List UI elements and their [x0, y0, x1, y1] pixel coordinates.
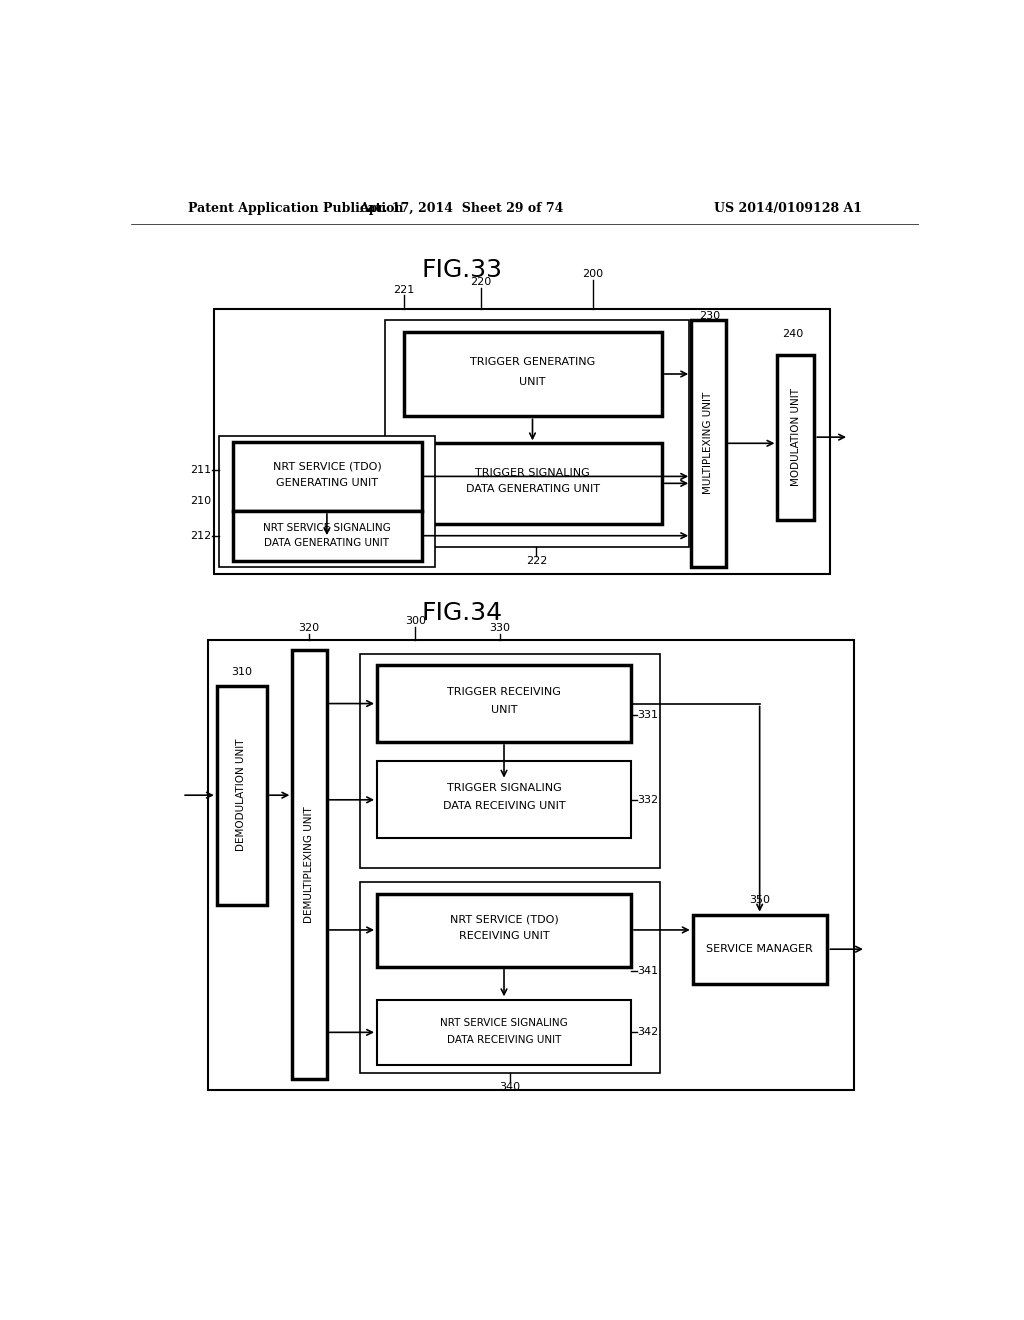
Bar: [377, 894, 631, 966]
Text: RECEIVING UNIT: RECEIVING UNIT: [459, 931, 549, 941]
Bar: [233, 442, 422, 511]
Bar: [691, 321, 726, 566]
Bar: [403, 444, 662, 524]
Text: UNIT: UNIT: [490, 705, 517, 714]
Bar: [403, 331, 662, 416]
Text: 341: 341: [637, 966, 658, 975]
Text: DATA GENERATING UNIT: DATA GENERATING UNIT: [264, 539, 389, 548]
Text: 212: 212: [190, 531, 211, 541]
Text: 310: 310: [231, 667, 252, 677]
Text: 230: 230: [698, 312, 720, 321]
Text: 300: 300: [404, 616, 426, 626]
Text: DATA RECEIVING UNIT: DATA RECEIVING UNIT: [442, 801, 565, 810]
Bar: [360, 653, 660, 867]
Bar: [217, 686, 267, 906]
Text: NRT SERVICE (TDO): NRT SERVICE (TDO): [450, 915, 558, 924]
Bar: [777, 355, 814, 520]
Text: 342: 342: [637, 1027, 658, 1038]
Text: 330: 330: [489, 623, 511, 634]
Text: FIG.34: FIG.34: [421, 601, 502, 624]
Text: DEMODULATION UNIT: DEMODULATION UNIT: [237, 739, 247, 851]
Text: Apr. 17, 2014  Sheet 29 of 74: Apr. 17, 2014 Sheet 29 of 74: [359, 202, 564, 215]
Text: NRT SERVICE (TDO): NRT SERVICE (TDO): [272, 462, 381, 471]
Bar: [233, 511, 422, 561]
Text: Patent Application Publication: Patent Application Publication: [188, 202, 403, 215]
Text: TRIGGER SIGNALING: TRIGGER SIGNALING: [475, 467, 590, 478]
Bar: [208, 640, 854, 1090]
Text: GENERATING UNIT: GENERATING UNIT: [275, 478, 378, 488]
Text: NRT SERVICE SIGNALING: NRT SERVICE SIGNALING: [263, 523, 391, 533]
Text: 340: 340: [500, 1082, 521, 1092]
Text: UNIT: UNIT: [519, 376, 546, 387]
Text: MULTIPLEXING UNIT: MULTIPLEXING UNIT: [703, 392, 713, 495]
Bar: [214, 309, 829, 574]
Text: NRT SERVICE SIGNALING: NRT SERVICE SIGNALING: [440, 1018, 568, 1028]
Text: TRIGGER RECEIVING: TRIGGER RECEIVING: [447, 686, 561, 697]
Text: 211: 211: [190, 465, 211, 475]
Text: 331: 331: [637, 710, 658, 721]
Bar: [692, 915, 827, 983]
Text: 221: 221: [393, 285, 415, 294]
Bar: [385, 321, 689, 548]
Text: DATA GENERATING UNIT: DATA GENERATING UNIT: [466, 484, 599, 495]
Text: 210: 210: [190, 496, 211, 506]
Text: TRIGGER GENERATING: TRIGGER GENERATING: [470, 358, 595, 367]
Text: US 2014/0109128 A1: US 2014/0109128 A1: [714, 202, 862, 215]
Text: DEMULTIPLEXING UNIT: DEMULTIPLEXING UNIT: [304, 807, 314, 923]
Text: DATA RECEIVING UNIT: DATA RECEIVING UNIT: [446, 1035, 561, 1045]
Text: 220: 220: [470, 277, 492, 286]
Bar: [377, 1001, 631, 1065]
Text: 332: 332: [637, 795, 658, 805]
Text: 222: 222: [525, 556, 547, 566]
Text: 240: 240: [782, 330, 804, 339]
Text: SERVICE MANAGER: SERVICE MANAGER: [707, 944, 813, 954]
Bar: [292, 649, 327, 1080]
Bar: [377, 665, 631, 742]
Text: FIG.33: FIG.33: [421, 257, 502, 282]
Text: 350: 350: [750, 895, 770, 906]
Bar: [377, 762, 631, 838]
Bar: [219, 436, 435, 566]
Text: 320: 320: [299, 623, 319, 634]
Text: 200: 200: [582, 269, 603, 280]
Text: TRIGGER SIGNALING: TRIGGER SIGNALING: [446, 783, 561, 793]
Text: MODULATION UNIT: MODULATION UNIT: [791, 388, 801, 486]
Bar: [360, 882, 660, 1073]
